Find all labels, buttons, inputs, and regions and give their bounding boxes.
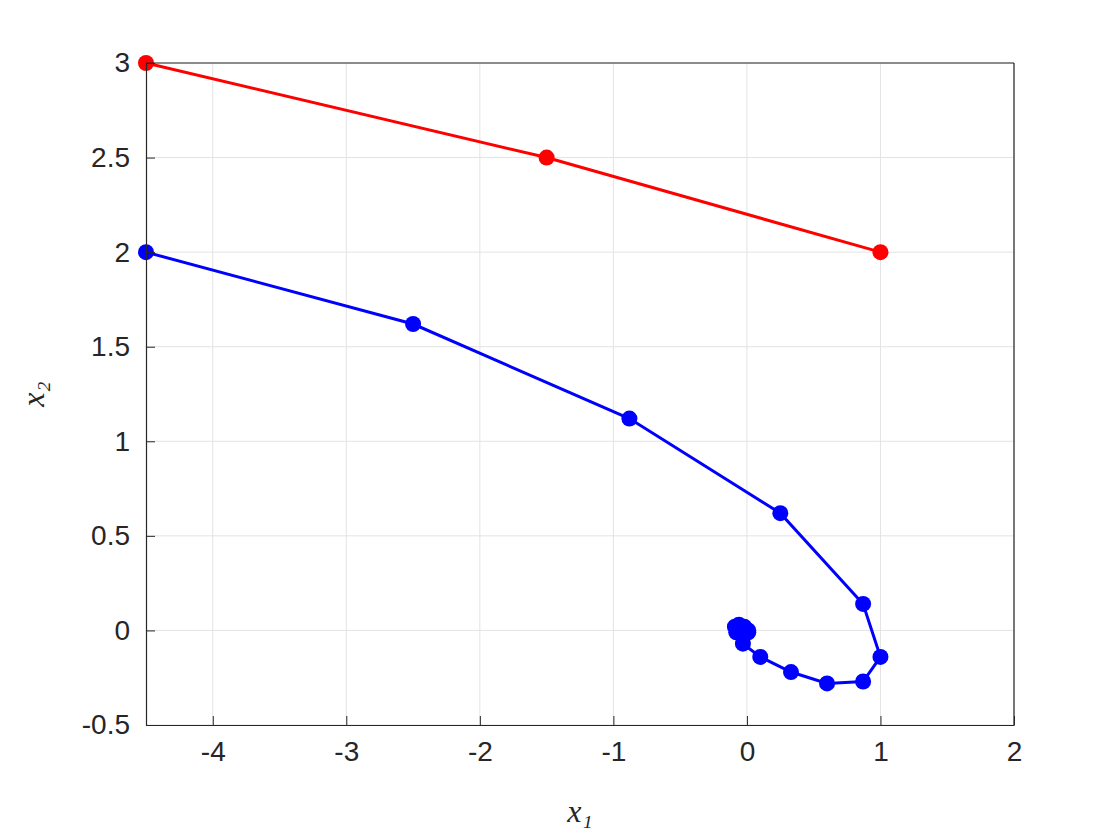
point-marker [872,244,888,260]
chart: -4 -3 -2 -1 0 1 2 -0.5 0 0.5 1 1.5 2 2.5 3 x₁ x₂ [0,0,1120,840]
point-marker [819,675,835,691]
grid-line [880,63,881,725]
tick-mark [146,252,155,253]
point-marker [738,622,754,638]
tick-label: 1 [873,736,889,767]
tick: -3 [334,716,359,767]
series-line [146,252,880,683]
tick-label: 2.5 [91,142,130,173]
axis-line [146,64,147,726]
y-axis: -0.5 0 0.5 1 1.5 2 2.5 3 [82,47,155,740]
x-axis-title: x₁ [566,793,592,829]
series-group [138,55,888,691]
grid [146,63,1014,725]
point-marker [621,411,637,427]
tick-label: 1.5 [91,331,130,362]
frame-line [1013,63,1014,725]
series-line [146,63,880,252]
tick-label: -4 [201,736,226,767]
point-marker [783,664,799,680]
tick: 2.5 [91,142,155,173]
plot-background [146,63,1014,725]
grid-line [212,63,213,725]
tick-label: 2 [114,237,130,268]
tick-mark [880,716,881,725]
grid-line [146,535,1014,536]
tick: 1.5 [91,331,155,362]
tick-label: 0 [114,615,130,646]
tick: 2 [114,237,155,268]
tick-mark [146,158,155,159]
point-marker [752,649,768,665]
tick: -2 [468,716,493,767]
tick-label: -1 [601,736,626,767]
grid-line [346,63,347,725]
point-marker [539,150,555,166]
tick-mark [146,725,155,726]
x-axis: -4 -3 -2 -1 0 1 2 [147,716,1023,767]
tick-mark [346,716,347,725]
grid-line [613,63,614,725]
tick: 0 [114,615,155,646]
tick: 0.5 [91,520,155,551]
axis-line [147,725,1015,726]
grid-line [146,346,1014,347]
tick-label: -0.5 [82,709,130,740]
grid-line [146,725,1014,726]
y-axis-title: x₂ [15,381,51,407]
tick: -4 [201,716,226,767]
grid-line [146,157,1014,158]
tick-mark [146,630,155,631]
tick-label: -3 [334,736,359,767]
grid-line [146,630,1014,631]
point-marker [772,505,788,521]
tick: -1 [601,716,626,767]
tick-label: -2 [468,736,493,767]
point-marker [855,673,871,689]
tick-mark [213,716,214,725]
tick-mark [747,716,748,725]
tick-label: 1 [114,426,130,457]
tick-mark [613,716,614,725]
tick-mark [146,536,155,537]
point-marker [872,649,888,665]
tick: -0.5 [82,709,155,740]
tick-label: 0.5 [91,520,130,551]
tick-label: 0 [740,736,756,767]
grid-line [1014,63,1015,725]
tick: 1 [873,716,889,767]
grid-line [479,63,480,725]
tick-label: 3 [114,47,130,78]
grid-line [146,441,1014,442]
tick-mark [480,716,481,725]
point-marker [855,596,871,612]
grid-line [146,63,1014,64]
tick-label: 2 [1007,736,1023,767]
tick: 1 [114,426,155,457]
tick-mark [146,347,155,348]
tick: 0 [740,716,756,767]
frame-line [146,62,1014,63]
tick-mark [146,441,155,442]
point-marker [405,316,421,332]
